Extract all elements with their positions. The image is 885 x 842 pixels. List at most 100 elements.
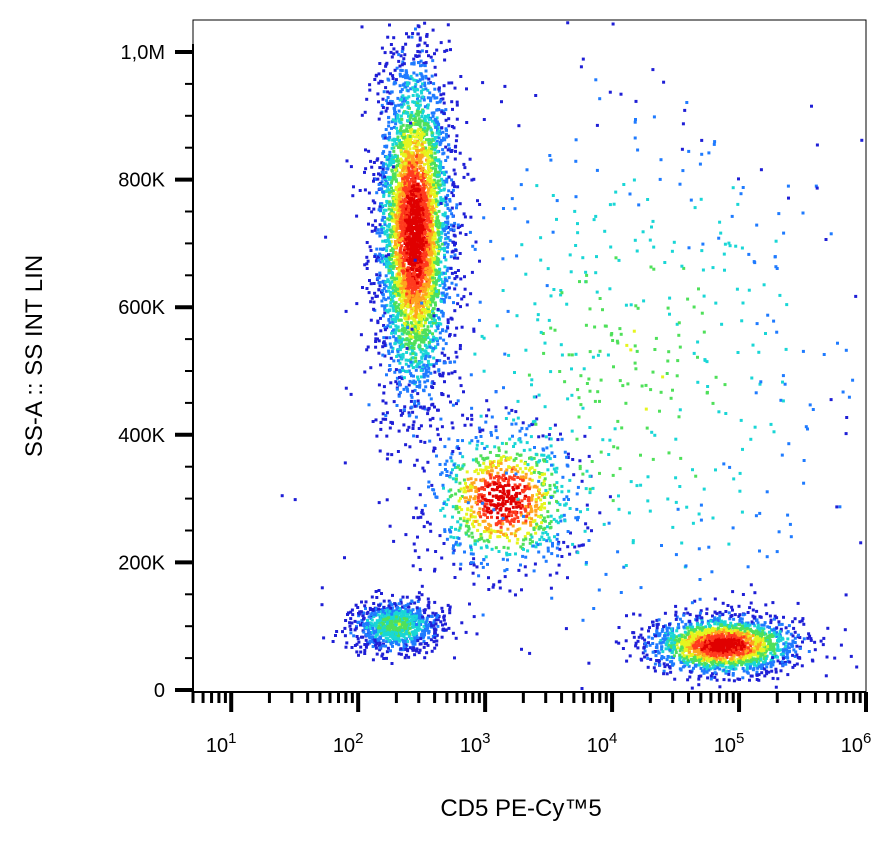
event-dot bbox=[392, 264, 396, 268]
event-dot bbox=[414, 82, 418, 86]
event-dot bbox=[434, 158, 438, 162]
event-dot bbox=[409, 618, 413, 622]
event-dot bbox=[403, 405, 407, 409]
event-dot bbox=[385, 434, 389, 438]
event-dot bbox=[384, 208, 388, 212]
event-dot bbox=[414, 235, 418, 239]
event-dot bbox=[401, 411, 405, 415]
event-dot bbox=[422, 388, 425, 392]
event-dot bbox=[389, 158, 393, 162]
event-dot bbox=[433, 234, 437, 238]
event-dot bbox=[446, 321, 450, 325]
event-dot bbox=[355, 302, 359, 306]
event-dot bbox=[431, 300, 434, 304]
event-dot bbox=[450, 81, 454, 85]
event-dot bbox=[417, 25, 421, 29]
event-dot bbox=[401, 605, 405, 609]
event-dot bbox=[415, 625, 419, 629]
event-dot bbox=[451, 188, 455, 192]
event-dot bbox=[433, 319, 437, 323]
event-dot bbox=[411, 255, 415, 259]
event-dot bbox=[388, 150, 392, 154]
event-dot bbox=[387, 349, 391, 353]
event-dot bbox=[384, 609, 388, 613]
event-dot bbox=[411, 648, 415, 652]
event-dot bbox=[405, 156, 409, 160]
event-dot bbox=[415, 149, 419, 152]
event-dot bbox=[398, 98, 402, 102]
event-dot bbox=[455, 100, 459, 104]
event-dot bbox=[421, 308, 425, 311]
event-dot bbox=[418, 627, 422, 631]
event-dot bbox=[422, 339, 426, 343]
event-dot bbox=[400, 377, 404, 381]
event-dot bbox=[429, 263, 433, 267]
event-dot bbox=[418, 319, 422, 323]
event-dot bbox=[418, 161, 422, 165]
event-dot bbox=[404, 96, 408, 100]
event-dot bbox=[428, 183, 432, 186]
event-dot bbox=[391, 304, 395, 308]
event-dot bbox=[426, 336, 430, 340]
event-dot bbox=[406, 315, 410, 319]
event-dot bbox=[381, 134, 385, 138]
event-dot bbox=[414, 303, 418, 307]
event-dot bbox=[373, 637, 377, 641]
event-dot bbox=[376, 624, 380, 628]
event-dot bbox=[435, 359, 439, 363]
event-dot bbox=[381, 162, 385, 166]
event-dot bbox=[393, 278, 397, 282]
event-dot bbox=[398, 190, 402, 194]
event-dot bbox=[433, 252, 437, 256]
event-dot bbox=[432, 346, 436, 350]
event-dot bbox=[402, 82, 406, 86]
event-dot bbox=[441, 374, 445, 378]
event-dot bbox=[407, 136, 410, 140]
event-dot bbox=[439, 272, 443, 276]
event-dot bbox=[387, 115, 391, 119]
event-dot bbox=[421, 111, 424, 115]
event-dot bbox=[439, 141, 443, 145]
event-dot bbox=[424, 331, 428, 335]
event-dot bbox=[402, 376, 406, 380]
event-dot bbox=[365, 348, 369, 352]
event-dot bbox=[401, 94, 405, 98]
event-dot bbox=[435, 217, 439, 221]
event-dot bbox=[389, 72, 392, 76]
event-dot bbox=[396, 284, 400, 288]
event-dot bbox=[344, 309, 348, 313]
event-dot bbox=[420, 584, 424, 588]
event-dot bbox=[381, 259, 384, 263]
event-dot bbox=[441, 311, 445, 315]
event-dot bbox=[433, 118, 437, 121]
event-dot bbox=[386, 185, 389, 189]
event-dot bbox=[390, 146, 394, 150]
event-dot bbox=[411, 237, 414, 241]
event-dot bbox=[392, 149, 396, 153]
event-dot bbox=[421, 309, 425, 313]
event-dot bbox=[409, 154, 413, 158]
event-dot bbox=[397, 53, 401, 57]
event-dot bbox=[394, 253, 398, 257]
event-dot bbox=[370, 622, 374, 626]
event-dot bbox=[388, 161, 392, 165]
event-dot bbox=[401, 355, 405, 359]
event-dot bbox=[434, 145, 438, 148]
event-dot bbox=[379, 79, 383, 83]
event-dot bbox=[407, 224, 411, 228]
event-dot bbox=[392, 217, 396, 221]
event-dot bbox=[417, 61, 420, 65]
event-dot bbox=[429, 363, 433, 367]
event-dot bbox=[431, 332, 434, 336]
event-dot bbox=[420, 153, 424, 157]
event-dot bbox=[421, 147, 425, 151]
event-dot bbox=[411, 268, 414, 272]
event-dot bbox=[410, 111, 414, 114]
event-dot bbox=[430, 624, 434, 628]
event-dot bbox=[382, 90, 386, 94]
event-dot bbox=[408, 285, 412, 289]
event-dot bbox=[397, 318, 401, 322]
event-dot bbox=[393, 283, 396, 287]
event-dot bbox=[409, 309, 413, 313]
event-dot bbox=[413, 85, 417, 89]
